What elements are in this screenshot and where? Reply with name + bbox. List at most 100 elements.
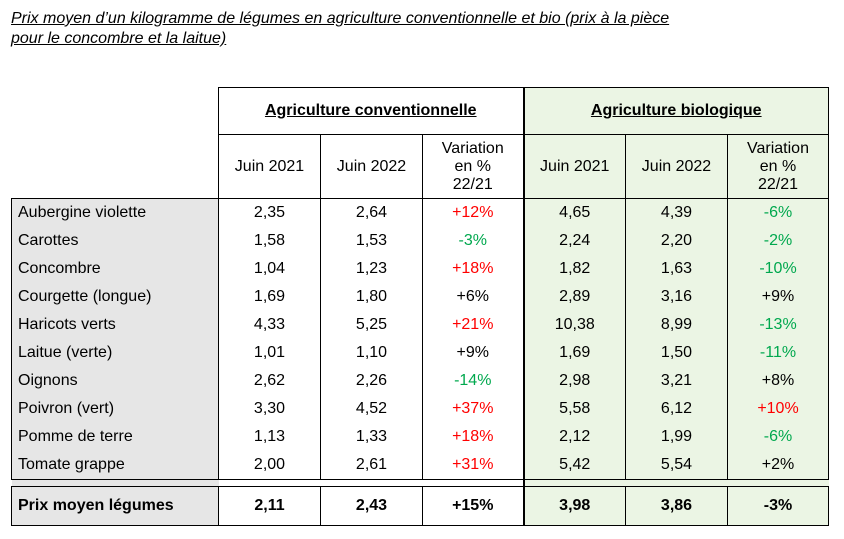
bio-june-2021: 5,58 (522, 395, 626, 423)
caption-line-2: pour le concombre et la laitue) (11, 30, 227, 47)
table-row: Haricots verts 4,33 5,25 +21% 10,38 8,99 -13% (11, 311, 829, 339)
total-conv-2021: 2,11 (218, 486, 321, 526)
conv-june-2022: 1,33 (320, 423, 423, 451)
conv-variation: +9% (422, 339, 524, 367)
bio-variation: +9% (727, 283, 829, 311)
conv-june-2021: 1,58 (218, 227, 321, 255)
empty-corner-2 (12, 135, 219, 199)
bio-variation: -13% (727, 311, 829, 339)
bio-june-2021: 1,69 (522, 339, 626, 367)
conv-june-2021: 2,00 (218, 451, 321, 480)
conv-variation: +12% (422, 198, 524, 227)
total-conv-2022: 2,43 (320, 486, 423, 526)
group-header-organic: Agriculture biologique (522, 87, 829, 135)
bio-variation: +2% (727, 451, 829, 480)
conv-june-2022: 4,52 (320, 395, 423, 423)
vegetable-name: Pomme de terre (11, 423, 219, 451)
variation-line-2: en % (759, 157, 797, 175)
table-caption: Prix moyen d’un kilogramme de légumes en… (11, 9, 831, 49)
table-row: Concombre 1,04 1,23 +18% 1,82 1,63 -10% (11, 255, 829, 283)
total-row: Prix moyen légumes 2,11 2,43 +15% 3,98 3… (11, 486, 829, 526)
bio-june-2022: 3,16 (625, 283, 728, 311)
table-row: Tomate grappe 2,00 2,61 +31% 5,42 5,54 +2% (11, 451, 829, 480)
bio-june-2022: 6,12 (625, 395, 728, 423)
vegetable-name: Laitue (verte) (11, 339, 219, 367)
bio-june-2022: 4,39 (625, 198, 728, 227)
table-row: Oignons 2,62 2,26 -14% 2,98 3,21 +8% (11, 367, 829, 395)
conv-variation: +18% (422, 255, 524, 283)
total-bio-2022: 3,86 (625, 486, 728, 526)
bio-variation: +10% (727, 395, 829, 423)
col-header-conv-2022: Juin 2022 (320, 134, 423, 199)
vegetable-name: Aubergine violette (11, 198, 219, 227)
conv-june-2022: 1,10 (320, 339, 423, 367)
conv-june-2022: 5,25 (320, 311, 423, 339)
table-row: Carottes 1,58 1,53 -3% 2,24 2,20 -2% (11, 227, 829, 255)
spacer-row (11, 479, 829, 487)
vegetable-name: Carottes (11, 227, 219, 255)
bio-june-2021: 5,42 (522, 451, 626, 480)
conv-june-2022: 1,80 (320, 283, 423, 311)
bio-variation: -11% (727, 339, 829, 367)
table-row: Laitue (verte) 1,01 1,10 +9% 1,69 1,50 -11% (11, 339, 829, 367)
bio-variation: -6% (727, 423, 829, 451)
conv-june-2021: 2,35 (218, 198, 321, 227)
bio-june-2021: 2,89 (522, 283, 626, 311)
conv-variation: -14% (422, 367, 524, 395)
bio-june-2022: 1,99 (625, 423, 728, 451)
conv-june-2021: 1,01 (218, 339, 321, 367)
bio-variation: -2% (727, 227, 829, 255)
table-body: Aubergine violette 2,35 2,64 +12% 4,65 4,39 -6… (11, 198, 829, 480)
bio-june-2021: 2,24 (522, 227, 626, 255)
vegetable-name: Poivron (vert) (11, 395, 219, 423)
group-header-conventional: Agriculture conventionnelle (218, 87, 524, 135)
table-row: Poivron (vert) 3,30 4,52 +37% 5,58 6,12 +10% (11, 395, 829, 423)
bio-june-2021: 2,12 (522, 423, 626, 451)
conv-june-2022: 2,26 (320, 367, 423, 395)
bio-variation: -10% (727, 255, 829, 283)
conv-june-2022: 2,64 (320, 198, 423, 227)
conv-variation: +21% (422, 311, 524, 339)
bio-june-2021: 10,38 (522, 311, 626, 339)
bio-june-2021: 1,82 (522, 255, 626, 283)
conv-june-2021: 1,69 (218, 283, 321, 311)
conv-june-2021: 2,62 (218, 367, 321, 395)
bio-june-2022: 1,50 (625, 339, 728, 367)
variation-line-1: Variation (747, 139, 809, 157)
conv-june-2022: 2,61 (320, 451, 423, 480)
conv-variation: +37% (422, 395, 524, 423)
col-header-conv-2021: Juin 2021 (218, 134, 321, 199)
conv-june-2021: 4,33 (218, 311, 321, 339)
vegetable-name: Haricots verts (11, 311, 219, 339)
variation-line-3: 22/21 (757, 175, 799, 193)
bio-june-2022: 5,54 (625, 451, 728, 480)
vegetable-name: Tomate grappe (11, 451, 219, 480)
bio-june-2021: 2,98 (522, 367, 626, 395)
bio-june-2022: 2,20 (625, 227, 728, 255)
conv-june-2021: 3,30 (218, 395, 321, 423)
conv-variation: +6% (422, 283, 524, 311)
table-row: Pomme de terre 1,13 1,33 +18% 2,12 1,99 -6% (11, 423, 829, 451)
total-label: Prix moyen légumes (11, 486, 219, 526)
vegetable-name: Courgette (longue) (11, 283, 219, 311)
vegetable-name: Concombre (11, 255, 219, 283)
col-header-bio-variation: Variation en % 22/21 (727, 134, 829, 199)
variation-line-1: Variation (441, 139, 504, 157)
conv-variation: -3% (422, 227, 524, 255)
total-bio-2021: 3,98 (522, 486, 626, 526)
bio-june-2021: 4,65 (522, 198, 626, 227)
empty-corner (12, 88, 219, 135)
conv-variation: +31% (422, 451, 524, 480)
bio-june-2022: 8,99 (625, 311, 728, 339)
total-bio-variation: -3% (727, 486, 829, 526)
col-header-bio-2021: Juin 2021 (522, 134, 626, 199)
total-conv-variation: +15% (422, 486, 524, 526)
bio-variation: -6% (727, 198, 829, 227)
bio-june-2022: 3,21 (625, 367, 728, 395)
vegetable-name: Oignons (11, 367, 219, 395)
col-header-bio-2022: Juin 2022 (625, 134, 728, 199)
bio-june-2022: 1,63 (625, 255, 728, 283)
conv-june-2022: 1,23 (320, 255, 423, 283)
conv-june-2021: 1,13 (218, 423, 321, 451)
conv-june-2021: 1,04 (218, 255, 321, 283)
